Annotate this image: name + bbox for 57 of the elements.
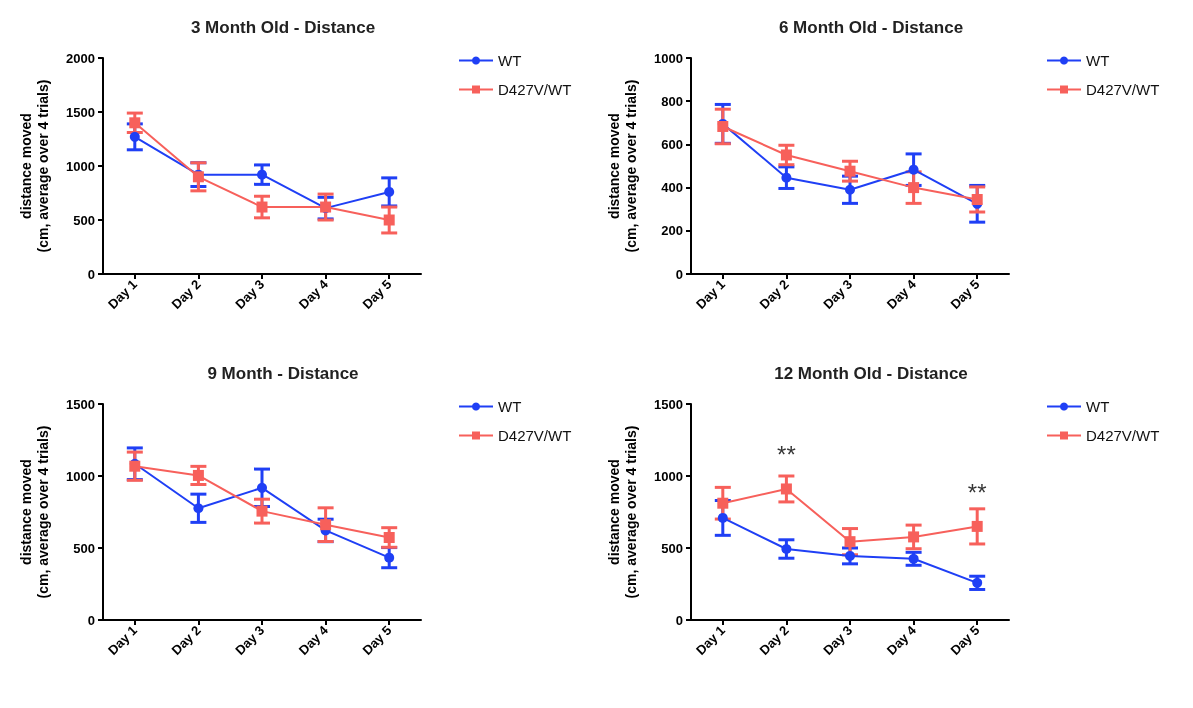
x-tick-label: Day 3 [820, 622, 856, 658]
y-tick-label: 500 [73, 540, 95, 556]
x-tick-label: Day 2 [756, 276, 792, 312]
y-tick-label: 0 [87, 266, 95, 282]
x-tick-label: Day 5 [947, 622, 983, 658]
x-tick-label: Day 3 [232, 622, 268, 658]
legend-label: D427V/WT [1086, 427, 1160, 444]
legend-label: WT [498, 398, 522, 415]
x-tick-label: Day 4 [295, 276, 332, 312]
y-axis-title: distance moved (cm, average over 4 trials) [605, 425, 639, 599]
x-tick-label: Day 5 [359, 622, 395, 658]
legend-label: WT [498, 52, 522, 69]
x-tick-label: Day 1 [692, 622, 729, 658]
annotation: ** [777, 441, 796, 469]
chart-title: 3 Month Old - Distance [190, 18, 376, 37]
y-tick-label: 500 [73, 212, 95, 228]
y-tick-label: 0 [675, 612, 683, 628]
y-tick-label: 1000 [654, 50, 683, 66]
y-tick-label: 1000 [654, 468, 683, 484]
y-tick-label: 0 [675, 266, 683, 282]
x-tick-label: Day 2 [168, 622, 204, 658]
y-tick-label: 1500 [66, 396, 95, 412]
x-tick-label: Day 2 [168, 276, 204, 312]
x-tick-label: Day 1 [104, 276, 141, 312]
y-axis-title: distance moved (cm, average over 4 trials) [17, 425, 51, 599]
chart-title: 12 Month Old - Distance [774, 364, 968, 383]
x-tick-label: Day 5 [947, 276, 983, 312]
y-tick-label: 1000 [66, 468, 95, 484]
x-tick-label: Day 5 [359, 276, 395, 312]
y-axis-title: distance moved (cm, average over 4 trials) [17, 79, 51, 253]
chart-title: 9 Month - Distance [207, 364, 359, 383]
y-tick-label: 2000 [66, 50, 95, 66]
legend-label: D427V/WT [498, 81, 572, 98]
x-tick-label: Day 2 [756, 622, 792, 658]
legend-label: D427V/WT [498, 427, 572, 444]
chart-title: 6 Month Old - Distance [778, 18, 964, 37]
x-tick-label: Day 3 [820, 276, 856, 312]
x-tick-label: Day 4 [295, 622, 332, 658]
legend-label: D427V/WT [1086, 81, 1160, 98]
y-tick-label: 400 [661, 180, 683, 196]
x-tick-label: Day 1 [692, 276, 729, 312]
y-tick-label: 0 [87, 612, 95, 628]
x-tick-label: Day 1 [104, 622, 141, 658]
y-tick-label: 500 [661, 540, 683, 556]
annotation: ** [967, 478, 987, 506]
y-tick-label: 800 [661, 93, 683, 109]
y-tick-label: 600 [661, 136, 683, 152]
y-tick-label: 1500 [66, 104, 95, 120]
x-tick-label: Day 4 [883, 276, 920, 312]
y-tick-label: 1500 [654, 396, 683, 412]
y-tick-label: 1000 [66, 158, 95, 174]
y-tick-label: 200 [661, 223, 683, 239]
legend-label: WT [1086, 52, 1110, 69]
legend-label: WT [1086, 398, 1110, 415]
y-axis-title: distance moved (cm, average over 4 trials) [605, 79, 639, 253]
x-tick-label: Day 4 [883, 622, 920, 658]
x-tick-label: Day 3 [232, 276, 268, 312]
